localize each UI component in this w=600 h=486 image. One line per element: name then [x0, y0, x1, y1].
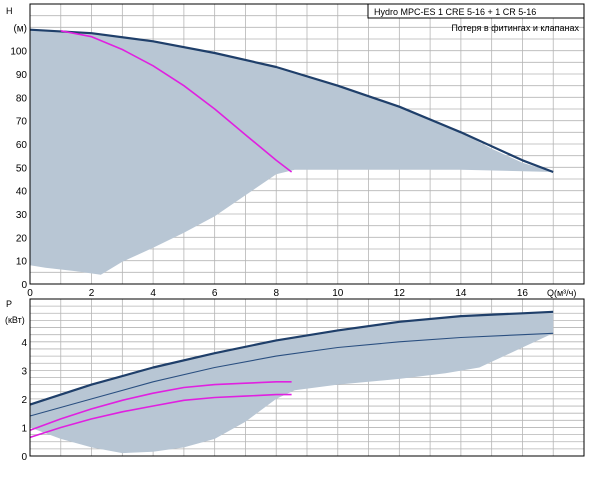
head-x-tick-label: 4	[150, 288, 156, 299]
head-x-tick-label: 10	[332, 288, 344, 299]
head-y-tick-label: 100	[10, 47, 27, 58]
power-y-tick-label: 0	[21, 452, 27, 463]
head-y-tick-label: 30	[16, 210, 28, 221]
head-x-tick-label: 6	[212, 288, 218, 299]
head-y-tick-label: 90	[16, 70, 28, 81]
legend-title: Hydro MPC-ES 1 CRE 5-16 + 1 CR 5-16	[374, 7, 536, 17]
power-y-axis-unit: (кВт)	[5, 315, 25, 325]
head-y-tick-label: 20	[16, 233, 28, 244]
head-y-tick-label: 40	[16, 187, 28, 198]
head-x-axis-label: Q(м³/ч)	[547, 288, 576, 298]
head-x-tick-label: 8	[273, 288, 279, 299]
head-x-tick-label: 0	[27, 288, 33, 299]
head-y-tick-label: (м)	[13, 23, 27, 34]
power-y-tick-label: 1	[21, 423, 27, 434]
head-y-tick-label: 60	[16, 140, 28, 151]
power-y-tick-label: 4	[21, 338, 27, 349]
head-y-tick-label: 80	[16, 93, 28, 104]
head-x-tick-label: 14	[455, 288, 467, 299]
head-y-tick-label: 70	[16, 117, 28, 128]
power-y-axis-label: P	[6, 299, 12, 309]
head-x-tick-label: 12	[394, 288, 406, 299]
legend-subtitle: Потеря в фитингах и клапанах	[451, 23, 579, 33]
head-x-tick-label: 16	[517, 288, 529, 299]
head-y-axis-label: H	[6, 6, 13, 16]
head-y-tick-label: 10	[16, 257, 28, 268]
power-y-tick-label: 2	[21, 395, 27, 406]
head-x-tick-label: 2	[89, 288, 95, 299]
power-y-tick-label: 3	[21, 366, 27, 377]
head-y-tick-label: 50	[16, 163, 28, 174]
